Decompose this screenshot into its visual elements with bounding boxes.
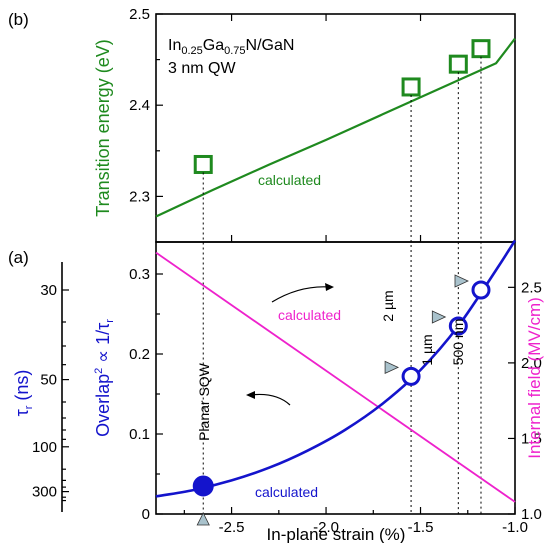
panel-b-point — [448, 54, 468, 74]
tau-tick-label: 30 — [40, 282, 57, 299]
field-tick-label: 1.0 — [521, 506, 542, 523]
panel-b-calculated-curve — [155, 37, 516, 218]
overlap-tick-label: 0.1 — [129, 426, 150, 443]
tau-tick-label: 300 — [32, 484, 57, 501]
panel-a: -2.5 -2.0 -1.5 -1.0 0 0.1 0.2 0.3 1.0 1.5 2.0 2.5… — [12, 56, 544, 543]
overlap-point — [471, 280, 491, 300]
sample-marker — [384, 360, 400, 375]
sample-markers — [196, 274, 469, 526]
overlap-point — [401, 366, 421, 386]
label-2um: 2 µm — [380, 290, 396, 321]
sample-marker — [431, 310, 447, 324]
strain-guide-lines — [202, 56, 482, 514]
field-calculated-label: calculated — [278, 307, 341, 323]
sample-marker — [454, 274, 469, 288]
tau-tick-label: 50 — [40, 372, 57, 389]
overlap-tick-label: 0.2 — [129, 346, 150, 363]
panel-b-calculated-label: calculated — [258, 172, 321, 188]
panel-b-y-ticks: 2.3 2.4 2.5 — [129, 6, 422, 243]
x-tick-label: -2.0 — [313, 519, 339, 536]
x-axis-title: In-plane strain (%) — [267, 525, 406, 543]
overlap-point — [448, 316, 468, 336]
tau-axis-ticks: 30 50 100 300 — [32, 282, 69, 502]
panel-label-b: (b) — [8, 10, 29, 29]
panel-label-a: (a) — [8, 248, 29, 267]
field-tick-label: 2.5 — [521, 279, 542, 296]
well-width-label: 3 nm QW — [168, 60, 236, 77]
field-tick-label: 1.5 — [521, 430, 542, 447]
field-axis-title: Internal field (MV/cm) — [525, 297, 544, 459]
overlap-measured-points — [192, 280, 491, 497]
overlap-tick-label: 0 — [142, 506, 150, 523]
internal-field-line — [155, 251, 516, 503]
panel-b-point — [193, 154, 213, 174]
panel-a-frame — [155, 241, 516, 515]
panel-b-y-tick-label: 2.3 — [129, 188, 150, 205]
overlap-axis-ticks: 0 0.1 0.2 0.3 — [129, 266, 163, 523]
planar-sqw-label: Planar SQW — [196, 362, 212, 441]
tau-axis-title: τr (ns) — [12, 370, 35, 417]
x-tick-label: -2.5 — [219, 519, 245, 536]
overlap-point — [192, 475, 214, 497]
composition-label: In0.25Ga0.75N/GaN — [168, 37, 294, 57]
x-tick-label: -1.5 — [408, 519, 434, 536]
panel-b: 2.3 2.4 2.5 Transition energy (eV) In0.25G… — [93, 6, 516, 243]
label-1um: 1 µm — [419, 334, 435, 365]
arrow-to-field — [271, 286, 331, 303]
overlap-calculated-label: calculated — [255, 484, 318, 500]
label-500nm: 500 nm — [450, 319, 466, 366]
field-tick-label: 2.0 — [521, 355, 542, 372]
overlap-axis-title: Overlap2 ∝ 1/τr — [93, 319, 116, 437]
panel-b-point — [401, 77, 421, 97]
x-axis-ticks: -2.5 -2.0 -1.5 -1.0 — [183, 507, 528, 536]
arrow-to-overlap — [249, 393, 291, 406]
panel-b-y-tick-label: 2.5 — [129, 6, 150, 23]
arrow-to-field-head — [325, 283, 334, 291]
tau-tick-label: 100 — [32, 439, 57, 456]
overlap-tick-label: 0.3 — [129, 266, 150, 283]
field-axis-ticks: 1.0 1.5 2.0 2.5 — [508, 279, 542, 523]
panel-b-measured-points — [193, 39, 491, 174]
panel-b-y-axis-title: Transition energy (eV) — [93, 39, 113, 216]
panel-b-y-tick-label: 2.4 — [129, 97, 150, 114]
arrow-to-overlap-head — [246, 391, 255, 399]
planar-marker — [196, 512, 210, 526]
panel-b-point — [471, 39, 491, 59]
overlap-calculated-curve — [155, 239, 517, 498]
x-tick-label: -1.0 — [502, 519, 528, 536]
